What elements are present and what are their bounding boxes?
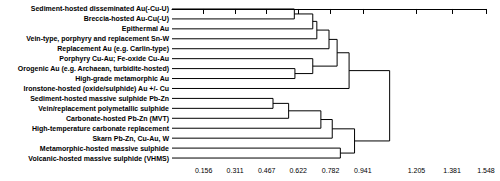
svg-text:Metamorphic-hosted massive sul: Metamorphic-hosted massive sulphide: [40, 145, 169, 153]
svg-text:Replacement Au (e.g. Carlin-ty: Replacement Au (e.g. Carlin-type): [57, 45, 169, 53]
svg-text:Porphyry Cu-Au; Fe-oxide Cu-Au: Porphyry Cu-Au; Fe-oxide Cu-Au: [59, 55, 169, 63]
svg-text:0.941: 0.941: [354, 167, 372, 174]
svg-text:Vein-type, porphyry and replac: Vein-type, porphyry and replacement Sn-W: [26, 35, 169, 43]
svg-text:Breccia-hosted Au-Cu(-U): Breccia-hosted Au-Cu(-U): [84, 15, 169, 23]
svg-text:Sediment-hosted disseminated A: Sediment-hosted disseminated Au(-Cu-U): [31, 5, 169, 13]
svg-text:Skarn Pb-Zn, Cu-Au, W: Skarn Pb-Zn, Cu-Au, W: [92, 135, 169, 143]
svg-text:Volcanic-hosted massive sulphi: Volcanic-hosted massive sulphide (VHMS): [28, 155, 169, 163]
svg-text:0.311: 0.311: [227, 167, 244, 174]
svg-text:High-grade metamorphic Au: High-grade metamorphic Au: [75, 75, 169, 83]
svg-text:1.381: 1.381: [443, 167, 461, 174]
svg-text:0.156: 0.156: [195, 167, 213, 174]
svg-text:0.622: 0.622: [289, 167, 307, 174]
svg-text:1.548: 1.548: [477, 167, 495, 174]
svg-text:0.782: 0.782: [322, 167, 340, 174]
svg-text:High-temperature carbonate rep: High-temperature carbonate replacement: [32, 125, 170, 133]
svg-text:Ironstone-hosted (oxide/sulphi: Ironstone-hosted (oxide/sulphide) Au +/-…: [24, 85, 169, 93]
svg-text:Vein/replacement polymetallic: Vein/replacement polymetallic sulphide: [38, 105, 169, 113]
svg-text:1.205: 1.205: [408, 167, 426, 174]
svg-text:Sediment-hosted massive sulphi: Sediment-hosted massive sulphide Pb-Zn: [30, 95, 169, 103]
svg-text:Epithermal Au: Epithermal Au: [122, 25, 169, 33]
svg-text:0.467: 0.467: [258, 167, 276, 174]
svg-text:Carbonate-hosted Pb-Zn (MVT): Carbonate-hosted Pb-Zn (MVT): [66, 115, 169, 123]
svg-text:Orogenic Au (e.g. Archaean, tu: Orogenic Au (e.g. Archaean, turbidite-ho…: [18, 65, 169, 73]
